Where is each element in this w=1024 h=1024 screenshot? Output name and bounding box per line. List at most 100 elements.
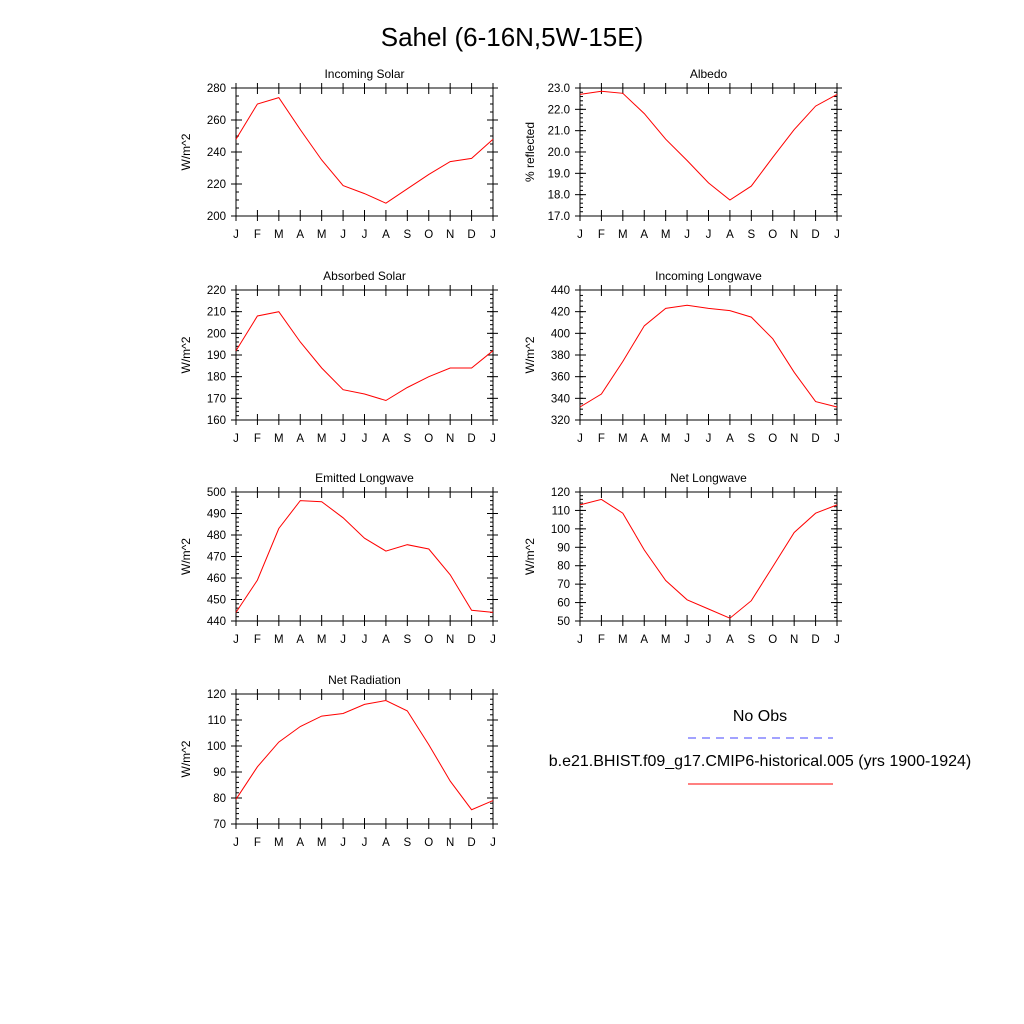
y-tick-label: 500 <box>207 487 226 499</box>
x-tick-label: M <box>618 433 628 445</box>
x-tick-label: A <box>296 433 304 445</box>
x-tick-label: J <box>577 229 583 241</box>
x-tick-label: O <box>424 229 433 241</box>
x-tick-label: M <box>661 433 671 445</box>
y-tick-label: 50 <box>557 616 570 628</box>
panel-title: Emitted Longwave <box>315 471 414 485</box>
x-tick-label: N <box>446 433 454 445</box>
x-tick-label: O <box>424 433 433 445</box>
x-tick-label: D <box>467 229 475 241</box>
x-tick-label: S <box>403 634 411 646</box>
x-tick-label: J <box>577 634 583 646</box>
panel-title: Incoming Solar <box>324 67 404 81</box>
y-tick-label: 17.0 <box>548 211 570 223</box>
x-tick-label: M <box>274 837 284 849</box>
x-tick-label: J <box>834 634 840 646</box>
y-tick-label: 60 <box>557 598 570 610</box>
series-line <box>235 500 494 613</box>
series-line <box>579 498 838 619</box>
x-tick-label: J <box>233 433 239 445</box>
y-tick-label: 200 <box>207 328 226 340</box>
y-tick-label: 320 <box>551 415 570 427</box>
x-tick-label: J <box>362 634 368 646</box>
x-tick-label: M <box>618 229 628 241</box>
x-tick-label: N <box>790 433 798 445</box>
x-tick-label: J <box>233 229 239 241</box>
plot-frame <box>579 87 838 217</box>
panel-title: Albedo <box>690 67 728 81</box>
y-tick-label: 22.0 <box>548 104 570 116</box>
x-tick-label: J <box>340 634 346 646</box>
x-tick-label: F <box>254 837 261 849</box>
y-tick-label: 100 <box>207 741 226 753</box>
x-tick-label: N <box>446 634 454 646</box>
x-tick-label: O <box>768 634 777 646</box>
y-axis-label: W/m^2 <box>179 740 193 777</box>
x-tick-label: J <box>684 229 690 241</box>
y-axis-label: W/m^2 <box>179 133 193 170</box>
y-tick-label: 210 <box>207 307 226 319</box>
y-tick-label: 490 <box>207 509 226 521</box>
y-tick-label: 440 <box>551 285 570 297</box>
x-tick-label: D <box>811 229 819 241</box>
y-tick-label: 400 <box>551 328 570 340</box>
x-tick-label: M <box>274 634 284 646</box>
legend-label-no-obs: No Obs <box>733 708 787 725</box>
x-tick-label: J <box>706 229 712 241</box>
y-tick-label: 190 <box>207 350 226 362</box>
x-tick-label: J <box>684 634 690 646</box>
x-tick-label: N <box>446 229 454 241</box>
x-tick-label: F <box>254 229 261 241</box>
y-tick-label: 170 <box>207 393 226 405</box>
series-line <box>579 90 838 201</box>
x-tick-label: S <box>747 229 755 241</box>
x-tick-label: J <box>362 433 368 445</box>
y-tick-label: 19.0 <box>548 168 570 180</box>
x-tick-label: M <box>274 229 284 241</box>
x-tick-label: A <box>640 433 648 445</box>
y-axis-label: W/m^2 <box>179 538 193 575</box>
x-tick-label: J <box>706 433 712 445</box>
x-tick-label: A <box>726 229 734 241</box>
x-tick-label: N <box>790 229 798 241</box>
x-tick-label: M <box>317 433 327 445</box>
x-tick-label: J <box>490 433 496 445</box>
x-tick-label: J <box>340 433 346 445</box>
y-tick-label: 470 <box>207 552 226 564</box>
x-tick-label: A <box>640 634 648 646</box>
x-tick-label: M <box>661 229 671 241</box>
y-tick-label: 18.0 <box>548 190 570 202</box>
x-tick-label: D <box>811 634 819 646</box>
series-line <box>579 304 838 408</box>
x-tick-label: F <box>598 634 605 646</box>
y-tick-label: 160 <box>207 415 226 427</box>
x-tick-label: A <box>382 634 390 646</box>
y-tick-label: 340 <box>551 393 570 405</box>
y-tick-label: 110 <box>552 505 570 517</box>
y-tick-label: 440 <box>207 616 226 628</box>
plot-frame <box>235 289 494 421</box>
x-tick-label: N <box>790 634 798 646</box>
x-tick-label: S <box>403 433 411 445</box>
plot-frame <box>579 289 838 421</box>
y-tick-label: 420 <box>551 307 570 319</box>
legend: No Obs b.e21.BHIST.f09_g17.CMIP6-histori… <box>549 708 971 785</box>
x-tick-label: D <box>467 837 475 849</box>
x-tick-label: S <box>403 837 411 849</box>
x-tick-label: F <box>254 433 261 445</box>
x-tick-label: D <box>467 634 475 646</box>
x-tick-label: J <box>340 837 346 849</box>
y-axis-label: W/m^2 <box>523 538 537 575</box>
x-tick-label: F <box>598 433 605 445</box>
y-tick-label: 20.0 <box>548 147 570 159</box>
x-tick-label: M <box>618 634 628 646</box>
x-tick-label: J <box>490 229 496 241</box>
x-tick-label: F <box>598 229 605 241</box>
y-tick-label: 200 <box>207 211 226 223</box>
x-tick-label: M <box>317 229 327 241</box>
